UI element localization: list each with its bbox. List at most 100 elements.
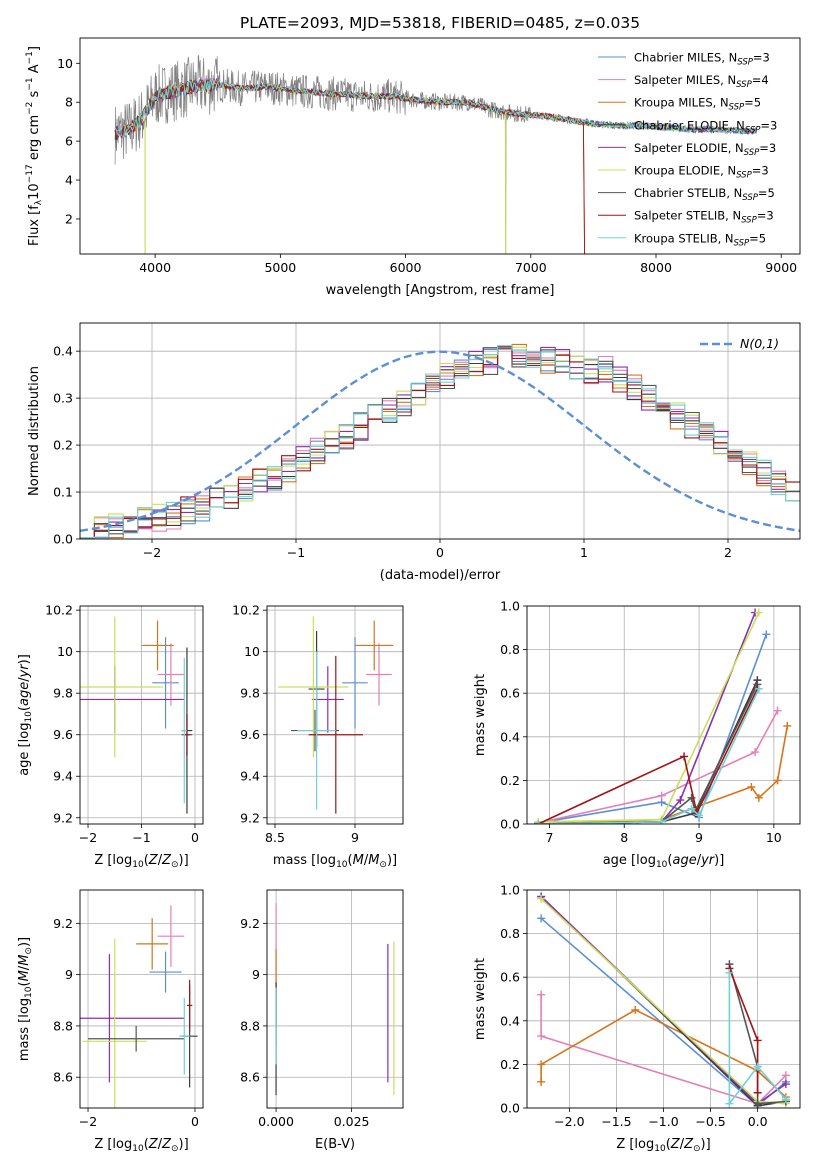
- y-tick-label: 0.4: [53, 344, 73, 359]
- y-tick-label: 9.4: [53, 769, 73, 784]
- x-axis-label: (data-model)/error: [380, 568, 501, 583]
- age-vs-mass-axes: 8.5 9 9.2 9.4 9.6 9.8 10 10.2 mass [log10(M/M⊙)]: [232, 603, 404, 870]
- y-tick-label: 6: [65, 134, 73, 149]
- x-tick-label: 0: [436, 545, 444, 560]
- y-tick-label: 0.8: [500, 926, 520, 941]
- weight-marker: [781, 1095, 790, 1104]
- x-axis-label: wavelength [Angstrom, rest frame]: [326, 283, 555, 298]
- plot-area: [267, 606, 403, 824]
- x-tick-label: 4000: [139, 260, 171, 275]
- histogram-axes: −2 −1 0 1 2 0.0 0.1 0.2 0.3 0.4 (data-model)/error…: [27, 322, 801, 583]
- legend-label: Kroupa STELIB, NSSP=5: [634, 231, 766, 248]
- plot-area: [527, 606, 800, 824]
- x-tick-label: −2: [79, 830, 97, 845]
- y-tick-label: 10: [57, 56, 73, 71]
- y-tick-label: 9: [252, 967, 260, 982]
- weight-marker: [754, 793, 763, 802]
- weight-marker: [687, 804, 696, 813]
- y-tick-label: 9.8: [240, 686, 260, 701]
- histogram-series: [80, 345, 800, 539]
- y-axis-label: mass [log10(M/M⊙)]: [17, 937, 34, 1061]
- weight-marker: [725, 968, 734, 977]
- x-axis-label: mass [log10(M/M⊙)]: [273, 853, 397, 870]
- legend-label: Chabrier STELIB, NSSP=5: [634, 186, 775, 203]
- axes-frame: [266, 889, 404, 1109]
- y-tick-label: 0.2: [500, 773, 520, 788]
- weight-marker: [725, 1099, 734, 1108]
- legend-label: Chabrier MILES, NSSP=3: [634, 51, 770, 68]
- y-tick-label: 8.6: [53, 1070, 73, 1085]
- y-tick-label: 1.0: [500, 599, 520, 614]
- weight-marker: [537, 1060, 546, 1069]
- weight-marker: [537, 990, 546, 999]
- y-tick-label: 8.8: [240, 1018, 260, 1033]
- mass-vs-Z-axes: −2 0 8.6 8.8 9 9.2 Z [log10(Z/Z⊙)] mass [log10(…: [17, 889, 204, 1154]
- y-tick-label: 10.2: [45, 603, 73, 618]
- weight-marker: [753, 1099, 762, 1108]
- x-tick-label: 10: [766, 830, 782, 845]
- legend-label: Kroupa MILES, NSSP=5: [634, 96, 761, 113]
- weight-marker: [537, 1032, 546, 1041]
- y-tick-label: 9.2: [240, 916, 260, 931]
- weight-marker: [537, 894, 546, 903]
- x-tick-label: 8000: [640, 260, 672, 275]
- y-tick-label: 0.4: [500, 729, 520, 744]
- y-axis-label: age [log10(age/yr)]: [17, 654, 34, 776]
- plot-area: [267, 890, 403, 1108]
- histogram-series: [80, 346, 800, 539]
- x-tick-label: 5000: [264, 260, 296, 275]
- weight-line: [538, 634, 768, 824]
- y-tick-label: 0.1: [53, 485, 73, 500]
- y-tick-label: 1.0: [500, 883, 520, 898]
- weight-line: [538, 612, 756, 824]
- y-tick-label: 10.2: [232, 603, 260, 618]
- x-axis-label: Z [log10(Z/Z⊙)]: [616, 1137, 710, 1154]
- x-tick-label: −2: [143, 545, 161, 560]
- axes-frame: [526, 605, 801, 825]
- weight-marker: [747, 782, 756, 791]
- x-tick-label: 9: [351, 830, 359, 845]
- legend: Chabrier MILES, NSSP=3 Salpeter MILES, NS…: [598, 51, 777, 248]
- mass-vs-ebv-axes: 0.000 0.025 8.6 8.8 9 9.2 E(B-V): [240, 889, 404, 1152]
- x-axis-label: E(B-V): [315, 1137, 355, 1152]
- y-tick-label: 0.3: [53, 391, 73, 406]
- y-axis-label: mass weight: [473, 674, 488, 756]
- y-tick-label: 0.8: [500, 642, 520, 657]
- weight-marker: [783, 721, 792, 730]
- weight-marker: [753, 1088, 762, 1097]
- x-axis-label: age [log10(age/yr)]: [603, 853, 725, 870]
- weight-marker: [781, 1080, 790, 1089]
- x-tick-label: 0.0: [748, 1114, 768, 1129]
- axes-frame: [79, 889, 204, 1109]
- x-tick-label: −1.0: [648, 1114, 678, 1129]
- y-tick-label: 9.6: [53, 727, 73, 742]
- y-tick-label: 9.2: [53, 810, 73, 825]
- y-tick-label: 10: [57, 644, 73, 659]
- legend-label: Salpeter STELIB, NSSP=3: [634, 209, 774, 226]
- y-axis-label: Normed distribution: [27, 366, 42, 496]
- y-axis-label: mass weight: [473, 958, 488, 1040]
- legend-label: Chabrier ELODIE, NSSP=3: [634, 118, 777, 135]
- weight-marker: [657, 791, 666, 800]
- plot-area: [80, 323, 800, 539]
- weight-marker: [762, 630, 771, 639]
- x-tick-label: 0.025: [334, 1114, 370, 1129]
- weight-marker: [773, 776, 782, 785]
- axes-frame: [266, 605, 404, 825]
- axes-frame: [79, 322, 801, 540]
- weight-marker: [680, 752, 689, 761]
- x-tick-label: −0.5: [695, 1114, 725, 1129]
- y-tick-label: 9.2: [240, 810, 260, 825]
- x-tick-label: 0: [191, 830, 199, 845]
- weight-marker: [534, 820, 543, 824]
- plot-area: [527, 890, 800, 1108]
- x-tick-label: 8: [620, 830, 628, 845]
- y-tick-label: 2: [65, 211, 73, 226]
- spectrum-axes: 4000 5000 6000 7000 8000 9000 2 4 6 8 10 wavelength…: [25, 37, 801, 298]
- plot-area: [80, 890, 203, 1108]
- mass-weight-vs-age-axes: 7 8 9 10 0.0 0.2 0.4 0.6 0.8 1.0 age [log10(age/yr…: [473, 599, 801, 870]
- x-tick-label: 0: [191, 1114, 199, 1129]
- y-tick-label: 0.4: [500, 1013, 520, 1028]
- age-vs-Z-axes: −2 −1 0 9.2 9.4 9.6 9.8 10 10.2 Z [log10(Z/Z⊙)] ag…: [17, 603, 204, 870]
- y-tick-label: 0.0: [500, 817, 520, 832]
